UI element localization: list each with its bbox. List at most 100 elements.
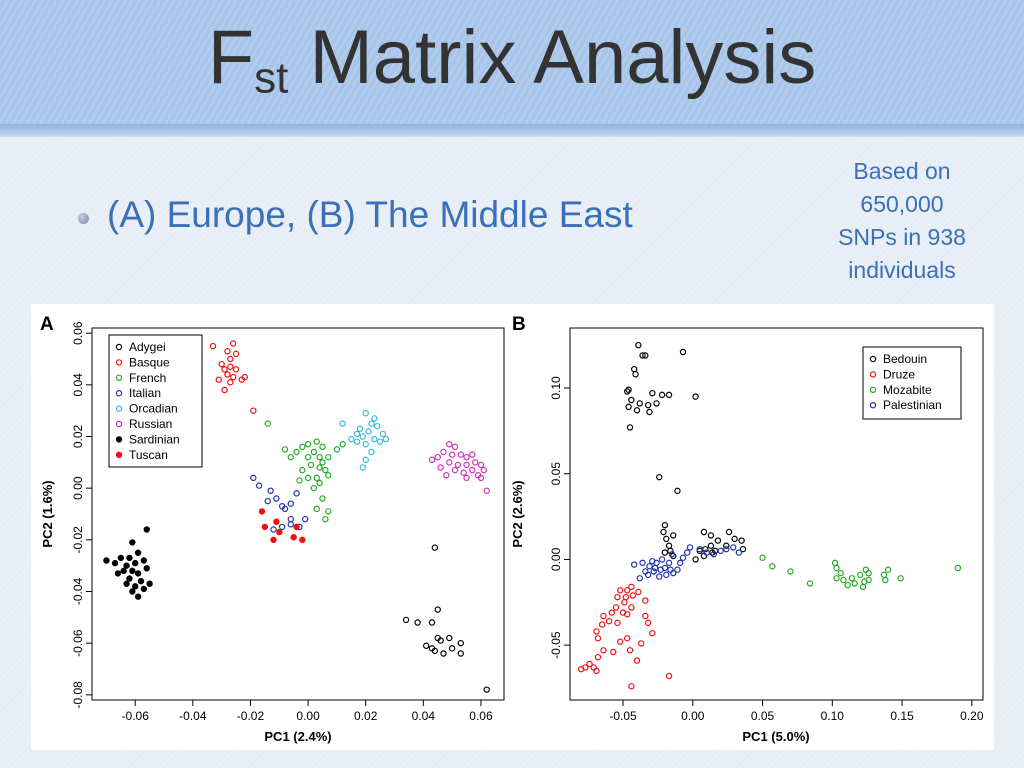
panel-a-point-sardinian bbox=[140, 557, 148, 564]
panel-a-xlabel: PC1 (2.4%) bbox=[264, 729, 331, 744]
panel-b-point-druze bbox=[649, 629, 656, 637]
panel-b-point-palestinian bbox=[674, 566, 681, 573]
panel-a-point-french bbox=[313, 438, 320, 445]
panel-a-point-italian bbox=[293, 490, 300, 497]
panel-a-y-tick-label: -0.04 bbox=[71, 578, 85, 606]
panel-a-point-basque bbox=[209, 342, 217, 350]
panel-b-point-bedouin bbox=[656, 473, 663, 481]
panel-a-point-orcadian bbox=[359, 433, 367, 440]
panel-a-point-french bbox=[325, 508, 332, 515]
panel-b-legend-label-bedouin: Bedouin bbox=[883, 352, 927, 366]
panel-b-point-druze bbox=[577, 665, 585, 673]
panel-a-point-basque bbox=[232, 350, 240, 358]
panel-a-x-tick-label: 0.02 bbox=[354, 709, 378, 723]
panel-a-point-french bbox=[313, 505, 320, 513]
panel-b-point-druze bbox=[600, 647, 607, 654]
panel-b-point-palestinian bbox=[717, 547, 724, 555]
panel-a-point-french bbox=[319, 495, 326, 502]
panel-b-point-bedouin bbox=[665, 542, 673, 549]
panel-a-legend-label-basque: Basque bbox=[129, 355, 170, 369]
side-note-line: 650,000 bbox=[860, 191, 944, 217]
panel-a-legend-marker-italian bbox=[115, 389, 123, 397]
panel-b-point-druze bbox=[629, 592, 636, 599]
panel-a-point-adygei bbox=[423, 642, 430, 649]
panel-b-point-bedouin bbox=[625, 386, 632, 393]
panel-a-point-french bbox=[264, 420, 271, 427]
panel-b-y-tick-label: 0.10 bbox=[549, 376, 563, 400]
panel-b-point-palestinian bbox=[686, 544, 694, 551]
panel-b-point-druze bbox=[642, 612, 649, 620]
panel-a-point-basque bbox=[232, 366, 240, 373]
panel-a-point-adygei bbox=[457, 639, 464, 647]
panel-b-legend-label-druze: Druze bbox=[883, 367, 915, 381]
panel-a-point-sardinian bbox=[126, 575, 133, 582]
panel-b-point-mozabite bbox=[865, 569, 872, 577]
panel-b-point-bedouin bbox=[661, 549, 669, 556]
panel-b-point-bedouin bbox=[679, 348, 687, 356]
panel-b-chart: B -0.05 0.00 0.05 0.10 0.15 0.20 -0.05 0.00 0.05… bbox=[510, 314, 984, 744]
panel-a-point-orcadian bbox=[374, 422, 381, 430]
panel-a-point-russian bbox=[448, 451, 456, 458]
panel-b-point-mozabite bbox=[862, 566, 869, 573]
panel-a-x-tick-label: 0.04 bbox=[412, 709, 436, 723]
panel-a-point-adygei bbox=[483, 686, 490, 693]
panel-b-point-mozabite bbox=[859, 583, 867, 591]
bullet-icon bbox=[78, 212, 89, 224]
panel-a-point-sardinian bbox=[117, 554, 125, 562]
panel-b-point-druze bbox=[612, 604, 620, 611]
panel-b-point-palestinian bbox=[642, 568, 649, 575]
title-rest: Matrix Analysis bbox=[288, 15, 817, 100]
panel-a-point-french bbox=[322, 466, 329, 474]
panel-a-point-tuscan bbox=[276, 528, 283, 536]
panel-a-point-basque bbox=[227, 355, 234, 363]
panel-b-point-palestinian bbox=[679, 554, 687, 561]
panel-b-point-druze bbox=[594, 635, 602, 642]
panel-b-point-palestinian bbox=[723, 545, 730, 553]
panel-a-point-sardinian bbox=[129, 588, 136, 595]
panel-a-y-tick-label: -0.02 bbox=[71, 526, 85, 554]
panel-a-point-orcadian bbox=[348, 435, 355, 443]
panel-a-point-tuscan bbox=[290, 534, 297, 541]
panel-a-legend-marker-adygei bbox=[115, 343, 123, 351]
slide-title: Fst Matrix Analysis bbox=[0, 20, 1024, 101]
panel-b-point-bedouin bbox=[723, 542, 730, 549]
panel-a-point-french bbox=[316, 464, 323, 471]
panel-a-point-french bbox=[319, 443, 326, 451]
panel-a-point-adygei bbox=[414, 619, 421, 626]
panel-a-point-sardinian bbox=[123, 580, 130, 587]
panel-b-point-mozabite bbox=[833, 564, 840, 572]
panel-a-x-tick-label: -0.02 bbox=[237, 709, 265, 723]
panel-a-point-russian bbox=[443, 472, 450, 479]
panel-a-point-italian bbox=[302, 515, 309, 523]
panel-b-y-tick-label: 0.00 bbox=[549, 547, 563, 571]
panel-b-point-mozabite bbox=[851, 580, 858, 587]
panel-a-point-sardinian bbox=[123, 562, 130, 569]
panel-b-point-bedouin bbox=[658, 391, 666, 399]
panel-b-point-bedouin bbox=[738, 537, 745, 544]
panel-a-legend-marker-french bbox=[115, 374, 123, 382]
panel-a-point-basque bbox=[229, 340, 237, 347]
panel-b-point-palestinian bbox=[684, 549, 691, 556]
panel-b-point-druze bbox=[617, 587, 624, 594]
panel-b-point-bedouin bbox=[653, 400, 660, 407]
panel-a-point-russian bbox=[477, 474, 485, 482]
panel-a-point-sardinian bbox=[103, 557, 110, 564]
panel-b-point-mozabite bbox=[840, 576, 847, 584]
panel-b-ylabel: PC2 (2.6%) bbox=[510, 480, 525, 547]
panel-b-point-mozabite bbox=[865, 576, 872, 584]
panel-b-point-druze bbox=[598, 621, 606, 628]
panel-b-point-druze bbox=[628, 604, 635, 611]
panel-a-point-french bbox=[304, 474, 312, 482]
panel-b-point-mozabite bbox=[848, 575, 856, 582]
panel-b-point-palestinian bbox=[650, 568, 657, 575]
panel-b-point-bedouin bbox=[725, 528, 733, 536]
panel-b-point-bedouin bbox=[660, 528, 667, 536]
panel-b-point-druze bbox=[633, 657, 641, 664]
panel-b-point-bedouin bbox=[626, 424, 634, 431]
panel-a-chart: A -0.06 -0.04 -0.02 0.00 0.02 0.04 0.06-0.08-0… bbox=[40, 314, 505, 744]
panel-a-point-russian bbox=[454, 461, 462, 469]
panel-a-point-tuscan bbox=[293, 523, 300, 531]
panel-b-legend-box bbox=[862, 346, 962, 420]
panel-b-points bbox=[577, 341, 962, 690]
